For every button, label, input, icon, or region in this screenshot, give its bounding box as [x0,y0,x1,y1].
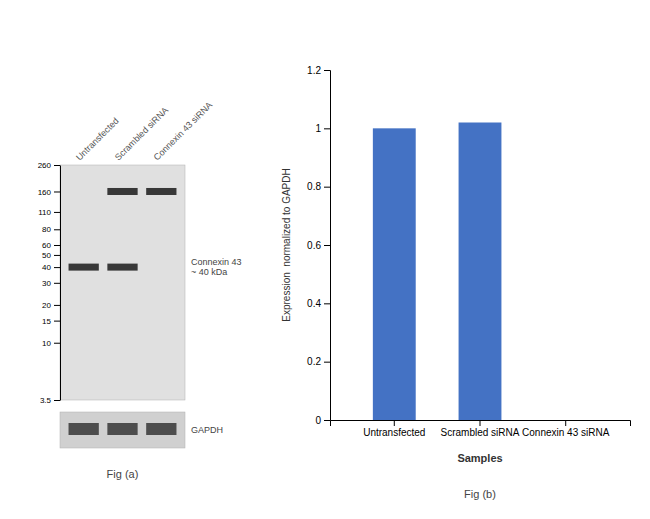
tick-label: 20 [42,301,51,310]
control-band [107,423,137,435]
band [107,188,137,195]
tick-label: 1.2 [307,65,321,76]
tick: Untransfected [363,420,425,438]
tick-label: 0.8 [307,181,321,192]
tick: 60 [42,241,60,250]
tick: 110 [38,208,60,217]
tick: 1.2 [307,65,330,76]
tick-mark [54,283,60,284]
tick-mark [54,255,60,256]
tick-mark [54,267,60,268]
column-label: Connexin 43 siRNA [152,100,215,163]
tick: 30 [42,279,60,288]
band-label: Connexin 43~ 40 kDa [191,257,242,277]
bands [69,188,177,271]
bars [373,123,502,421]
tick-label: 40 [42,263,51,272]
bar-panel: 0 0.2 0.4 0.6 0.8 1 1.2 Untransfected Scrambled … [281,65,631,500]
tick-mark [54,305,60,306]
tick-mark [394,420,395,426]
tick-label: 30 [42,279,51,288]
tick-label: 50 [42,251,51,260]
control-strip [60,412,185,448]
caption: Fig (b) [464,488,496,500]
tick: 15 [42,317,60,326]
tick: 160 [38,188,60,197]
tick-mark [324,128,330,129]
tspan: ~ 40 kDa [191,267,227,277]
tick-mark [54,165,60,166]
tick-label: 3.5 [40,396,52,405]
tick-mark [54,245,60,246]
tick-label: 160 [38,188,52,197]
tick-label: 0.6 [307,240,321,251]
tick: 0.4 [307,298,330,309]
tick-mark [54,400,60,401]
tick-mark [324,420,330,421]
tick-label: Scrambled siRNA [441,427,520,438]
tick-mark [54,212,60,213]
control-band [146,423,176,435]
tick-label: 0.4 [307,298,321,309]
annotation: GAPDH [191,425,223,435]
tick-mark [324,245,330,246]
axis-line [324,71,331,421]
tick-label: 260 [38,161,52,170]
tick: 260 [38,161,60,170]
tick-mark [324,70,330,71]
tick: 3.5 [40,396,60,405]
tick-label: 0 [315,415,321,426]
bar [373,128,416,420]
tick: 0.8 [307,181,330,192]
tick-label: Untransfected [363,427,425,438]
tick-mark [324,362,330,363]
tick-label: 0.2 [307,356,321,367]
tick-label: 1 [315,123,321,134]
tick-mark [54,321,60,322]
band [69,264,99,271]
band [107,264,137,271]
tick-mark [324,303,330,304]
y-axis-title: Expression normalized to GAPDH [281,168,292,321]
tick-label: 80 [42,225,51,234]
chart-svg: Connexin 43~ 40 kDa Untransfected Scramble… [0,0,650,519]
tick-mark [54,229,60,230]
tick: 50 [42,251,60,260]
axis-line [331,421,631,427]
tick-label: Connexin 43 siRNA [522,427,610,438]
tick-mark [480,420,481,426]
tick-label: 15 [42,317,51,326]
tick-mark [54,343,60,344]
caption: Fig (a) [107,468,139,480]
tick-label: 60 [42,241,51,250]
tick-mark [54,191,60,192]
control-band [69,423,99,435]
y-axis: 260 160 110 80 6050 40 30 20 15 10 3.5 [38,161,61,405]
tick: 20 [42,301,60,310]
gel [60,165,185,400]
tick-mark [324,187,330,188]
x-axis: Untransfected Scrambled siRNAConnexin 43 … [331,420,631,438]
tick: 40 [42,263,60,272]
tick: 0.6 [307,240,330,251]
bar [544,420,587,421]
tick: 10 [42,339,60,348]
band [146,188,176,195]
tick: Scrambled siRNA [441,420,520,438]
tick-label: 10 [42,339,51,348]
tick: Connexin 43 siRNA [522,420,610,438]
tick: 80 [42,225,60,234]
tick: 1 [315,123,330,134]
tspan: Connexin 43 [191,257,242,267]
tick-mark [565,420,566,426]
tick: 0 [315,415,330,426]
axis-line [60,166,61,401]
tick: 0.2 [307,356,330,367]
tick-label: 110 [38,208,51,217]
x-axis-title: Samples [457,452,502,464]
bar [459,123,502,421]
y-axis: 0 0.2 0.4 0.6 0.8 1 1.2 [307,65,330,426]
blot-panel: Connexin 43~ 40 kDaUntransfectedScramble… [38,100,242,480]
